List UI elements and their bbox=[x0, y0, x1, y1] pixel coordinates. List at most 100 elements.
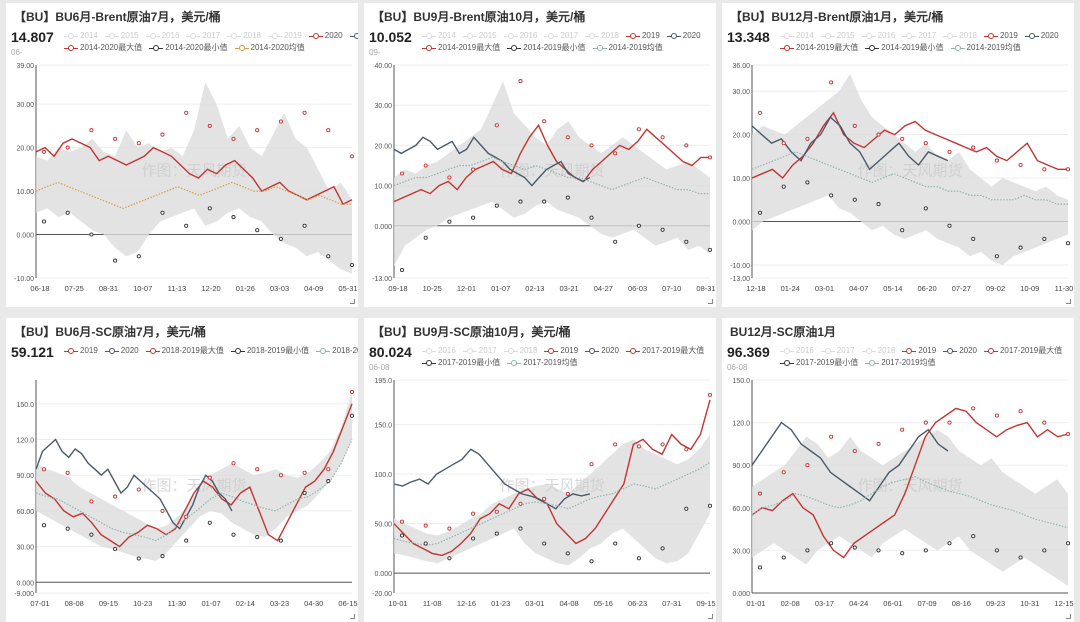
legend-item[interactable]: 2020 bbox=[308, 30, 343, 42]
legend-item[interactable]: 2014 bbox=[422, 30, 456, 42]
data-point bbox=[994, 413, 999, 418]
legend-item[interactable]: 2018-2019均值 bbox=[316, 345, 358, 357]
legend-symbol-icon bbox=[308, 32, 323, 40]
data-point bbox=[565, 135, 570, 140]
legend-item[interactable]: 2020 bbox=[666, 30, 701, 42]
legend-label: 2018-2019最小值 bbox=[246, 346, 310, 355]
legend-item[interactable]: 2017-2019最小值 bbox=[422, 357, 500, 369]
data-point bbox=[231, 532, 236, 537]
legend-item[interactable]: 2015 bbox=[462, 30, 497, 42]
legend: 2019 2020 2018-2019最大值 2018-2019最小值 2018-201… bbox=[10, 345, 358, 357]
legend-item[interactable]: 2018 bbox=[227, 30, 261, 42]
latest-date: 06-08 bbox=[369, 363, 390, 372]
x-tick-label: 11-13 bbox=[168, 284, 187, 293]
legend-label: 2018 bbox=[243, 31, 261, 40]
x-tick-label: 09-18 bbox=[388, 284, 407, 293]
legend-item[interactable]: 2018 bbox=[861, 345, 895, 357]
data-point bbox=[349, 154, 355, 159]
legend-label: 2020 bbox=[1040, 31, 1059, 40]
legend-item[interactable]: 2017-2019最小值 bbox=[780, 357, 858, 369]
legend-item[interactable]: 2020 bbox=[585, 345, 619, 357]
data-point bbox=[971, 406, 976, 411]
legend-item[interactable]: 2017-2019最大值 bbox=[625, 345, 704, 357]
resize-handle-icon[interactable] bbox=[350, 299, 355, 304]
legend-item[interactable]: 2018 bbox=[943, 30, 977, 42]
data-point bbox=[1042, 167, 1047, 172]
legend-item[interactable]: 2017-2019最大值 bbox=[983, 345, 1062, 357]
series-line-2017-2019均值 bbox=[393, 461, 711, 547]
legend-symbol-icon bbox=[422, 347, 436, 355]
legend-item[interactable]: 2018-2019最大值 bbox=[145, 345, 224, 357]
resize-handle-icon[interactable] bbox=[708, 299, 713, 304]
legend-symbol-icon bbox=[145, 32, 160, 40]
data-point bbox=[349, 389, 355, 394]
x-tick-label: 07-27 bbox=[952, 284, 971, 293]
legend-item[interactable]: 2014-2019最小值 bbox=[507, 42, 586, 54]
y-tick-label: 0.000 bbox=[374, 571, 392, 578]
chart-plot: -10.00 0.000 10.00 20.00 30.00 39.00 作图：天风期货 06… bbox=[14, 63, 357, 293]
legend-item[interactable]: 2019 bbox=[267, 30, 302, 42]
legend-symbol-icon bbox=[780, 347, 794, 355]
legend-item[interactable]: 2019 bbox=[544, 345, 578, 357]
data-point bbox=[589, 462, 594, 467]
legend-label: 2014-2019均值 bbox=[608, 43, 663, 52]
data-point bbox=[565, 551, 570, 556]
legend-item[interactable]: 2014-2019均值 bbox=[592, 42, 663, 54]
resize-handle-icon[interactable] bbox=[1066, 614, 1071, 619]
legend-item[interactable]: 2017 bbox=[820, 345, 855, 357]
x-tick-label: 04-09 bbox=[304, 284, 323, 293]
legend-item[interactable]: 2014 bbox=[64, 30, 98, 42]
legend-item[interactable]: 2017 bbox=[186, 30, 220, 42]
data-point bbox=[326, 479, 331, 484]
legend-item[interactable]: 2014-2019最大值 bbox=[780, 42, 858, 54]
resize-handle-icon[interactable] bbox=[1066, 299, 1071, 304]
legend-item[interactable]: 2018 bbox=[503, 345, 537, 357]
legend-item[interactable]: 2014-2020最小值 bbox=[149, 42, 228, 54]
x-tick-label: 10-23 bbox=[133, 599, 152, 608]
legend-item[interactable]: 2018-2019最小值 bbox=[230, 345, 310, 357]
legend-item[interactable]: 2019 bbox=[983, 30, 1018, 42]
legend-item[interactable]: 2014-2020均值 bbox=[234, 42, 305, 54]
data-point bbox=[136, 254, 141, 259]
resize-handle-icon[interactable] bbox=[350, 614, 355, 619]
legend-item[interactable]: 2016 bbox=[422, 345, 456, 357]
data-point bbox=[1065, 241, 1071, 246]
legend-item[interactable]: 2017 bbox=[462, 345, 497, 357]
legend-item[interactable]: 2020 bbox=[104, 345, 139, 357]
data-point bbox=[900, 551, 905, 556]
data-point bbox=[707, 503, 713, 508]
series-line-2020 bbox=[393, 136, 591, 187]
legend-item[interactable]: 2014-2019最小值 bbox=[865, 42, 944, 54]
data-point bbox=[684, 506, 689, 511]
legend-item[interactable]: 2017 bbox=[544, 30, 578, 42]
legend-item[interactable]: 2016 bbox=[503, 30, 537, 42]
legend-symbol-icon bbox=[861, 347, 876, 355]
data-point bbox=[636, 223, 641, 228]
legend-item[interactable]: 2017 bbox=[902, 30, 936, 42]
legend-item[interactable]: 2014-2020最大值 bbox=[64, 42, 142, 54]
legend-item[interactable]: 2016 bbox=[780, 345, 814, 357]
legend-item[interactable]: 2014-2019最大值 bbox=[422, 42, 500, 54]
data-point bbox=[923, 548, 928, 553]
legend-item[interactable]: 2019 bbox=[64, 345, 98, 357]
legend-symbol-icon bbox=[503, 32, 518, 40]
legend-item[interactable]: 2016 bbox=[861, 30, 895, 42]
legend-item[interactable]: 2019 bbox=[902, 345, 936, 357]
legend-item[interactable]: 2017-2019均值 bbox=[865, 357, 936, 369]
legend-item[interactable]: 2014 bbox=[780, 30, 814, 42]
latest-value: 59.121 bbox=[11, 344, 54, 360]
legend-item[interactable]: 2015 bbox=[104, 30, 139, 42]
legend-item[interactable]: 2017-2019均值 bbox=[507, 357, 578, 369]
legend-item[interactable]: 2019 bbox=[625, 30, 660, 42]
resize-handle-icon[interactable] bbox=[708, 614, 713, 619]
legend-item[interactable]: 2014-2019均值 bbox=[950, 42, 1021, 54]
legend-item[interactable]: 2016 bbox=[145, 30, 179, 42]
legend-item[interactable]: 2020 bbox=[943, 345, 977, 357]
legend-item[interactable]: 2020 bbox=[1024, 30, 1059, 42]
legend-item[interactable]: 2015 bbox=[820, 30, 855, 42]
data-point bbox=[781, 470, 786, 475]
legend-item[interactable]: 2021 bbox=[349, 30, 358, 42]
x-tick-label: 12-01 bbox=[457, 284, 476, 293]
x-tick-label: 10-01 bbox=[388, 599, 407, 608]
legend-item[interactable]: 2018 bbox=[585, 30, 619, 42]
